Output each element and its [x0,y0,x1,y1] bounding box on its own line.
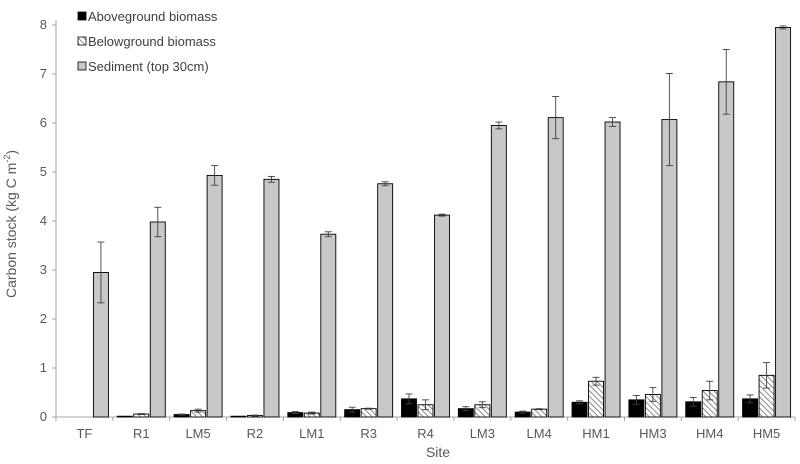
bar-light-gray-R1 [149,221,166,418]
x-tick-label-HM3: HM3 [639,426,666,441]
y-tick-label: 2 [40,311,47,326]
bar-hatched-HM1 [588,380,604,418]
y-tick-label: 6 [40,115,47,130]
y-tick-label: 0 [40,409,47,424]
x-tick-label-LM5: LM5 [185,426,210,441]
bar-solid-black-R1 [116,415,133,418]
bar-light-gray-LM1 [320,233,337,418]
x-tick-label-HM5: HM5 [753,426,780,441]
bar-light-gray-R4 [434,214,450,418]
bar-light-gray-R3 [377,183,394,418]
bar-light-gray-LM3 [490,124,507,418]
legend-label-light-gray: Sediment (top 30cm) [88,59,209,74]
x-tick-label-LM4: LM4 [527,426,552,441]
legend-swatch-solid-black [77,11,87,21]
x-tick-label-HM1: HM1 [582,426,609,441]
legend-swatch-light-gray [77,61,87,71]
x-tick-label-R2: R2 [247,426,264,441]
bar-light-gray-HM1 [604,121,621,418]
bar-light-gray-R2 [263,178,280,418]
x-tick-label-R4: R4 [417,426,434,441]
legend-swatch-hatched [77,36,87,46]
x-tick-label-R1: R1 [133,426,150,441]
x-tick-label-LM1: LM1 [299,426,324,441]
bar-solid-black-HM1 [571,401,588,418]
legend: Aboveground biomass Belowground biomass Se… [77,9,218,74]
x-tick-label-R3: R3 [360,426,377,441]
x-axis-title: Site [426,444,450,460]
bar-light-gray-LM4 [547,117,564,418]
bar-hatched-R3 [360,408,377,418]
bar-light-gray-LM5 [206,174,223,418]
y-tick-label: 4 [40,213,47,228]
bar-hatched-LM4 [531,408,548,418]
bar-light-gray-HM4 [718,81,735,418]
legend-label-solid-black: Aboveground biomass [88,9,218,24]
y-tick-label: 3 [40,262,47,277]
x-tick-label-HM4: HM4 [696,426,723,441]
x-tick-label-LM3: LM3 [470,426,495,441]
bar-solid-black-R2 [230,415,247,418]
y-tick-label: 1 [40,360,47,375]
y-axis-title: Carbon stock (kg C m-2) [2,150,19,298]
y-tick-label: 7 [40,66,47,81]
y-tick-label: 5 [40,164,47,179]
legend-label-hatched: Belowground biomass [88,34,216,49]
bar-light-gray-HM5 [775,27,792,418]
y-tick-label: 8 [40,17,47,32]
x-tick-label-TF: TF [76,426,92,441]
